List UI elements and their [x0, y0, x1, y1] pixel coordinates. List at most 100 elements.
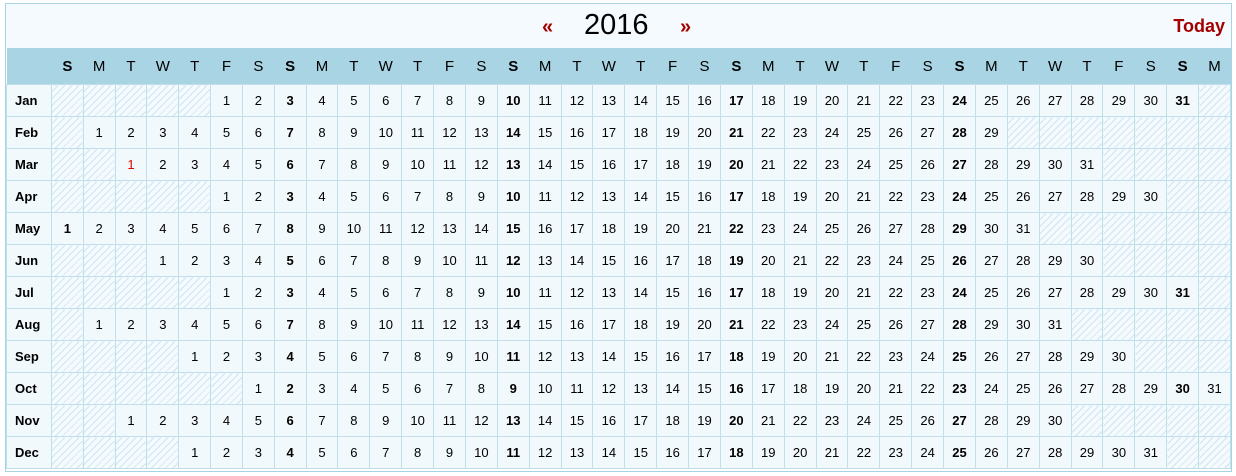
day-cell[interactable]: 12: [401, 212, 435, 245]
day-cell[interactable]: 30: [974, 212, 1008, 245]
day-cell[interactable]: 17: [592, 308, 626, 341]
day-cell[interactable]: 8: [305, 116, 339, 149]
day-cell[interactable]: 26: [911, 404, 945, 437]
day-cell[interactable]: 9: [464, 276, 498, 309]
day-cell[interactable]: 2: [241, 84, 275, 117]
day-cell[interactable]: 11: [464, 244, 498, 277]
day-cell[interactable]: 28: [1102, 372, 1136, 405]
day-cell[interactable]: 2: [146, 148, 180, 181]
day-cell[interactable]: 12: [528, 340, 562, 373]
day-cell[interactable]: 11: [369, 212, 403, 245]
day-cell[interactable]: 11: [528, 276, 562, 309]
day-cell[interactable]: 1: [178, 436, 212, 469]
day-cell[interactable]: 6: [337, 340, 371, 373]
day-cell[interactable]: 12: [528, 436, 562, 469]
day-cell[interactable]: 9: [337, 308, 371, 341]
day-cell[interactable]: 20: [847, 372, 881, 405]
day-cell[interactable]: 20: [783, 436, 817, 469]
day-cell[interactable]: 16: [688, 180, 721, 213]
day-cell[interactable]: 22: [783, 404, 817, 437]
day-cell[interactable]: 16: [560, 308, 594, 341]
day-cell[interactable]: 23: [911, 276, 945, 309]
day-cell[interactable]: 16: [688, 84, 721, 117]
day-cell[interactable]: 21: [847, 180, 881, 213]
day-cell[interactable]: 21: [847, 84, 881, 117]
day-cell[interactable]: 31: [1198, 372, 1231, 405]
day-cell[interactable]: 24: [911, 340, 945, 373]
day-cell[interactable]: 29: [1006, 404, 1040, 437]
day-cell[interactable]: 15: [528, 308, 562, 341]
day-cell[interactable]: 5: [241, 148, 275, 181]
day-cell[interactable]: 3: [178, 148, 212, 181]
day-cell[interactable]: 24: [943, 180, 976, 213]
day-cell[interactable]: 3: [241, 340, 275, 373]
day-cell[interactable]: 31: [1006, 212, 1040, 245]
day-cell[interactable]: 18: [751, 180, 785, 213]
day-cell[interactable]: 6: [305, 244, 339, 277]
day-cell[interactable]: 1: [82, 308, 116, 341]
day-cell[interactable]: 4: [241, 244, 275, 277]
day-cell[interactable]: 25: [974, 84, 1008, 117]
day-cell[interactable]: 11: [560, 372, 594, 405]
day-cell[interactable]: 26: [1006, 180, 1040, 213]
day-cell[interactable]: 15: [688, 372, 721, 405]
day-cell[interactable]: 29: [1102, 84, 1136, 117]
day-cell[interactable]: 2: [82, 212, 116, 245]
day-cell[interactable]: 9: [464, 84, 498, 117]
day-cell[interactable]: 19: [783, 180, 817, 213]
day-cell[interactable]: 20: [783, 340, 817, 373]
day-cell[interactable]: 18: [783, 372, 817, 405]
day-cell[interactable]: 17: [719, 84, 753, 117]
day-cell[interactable]: 26: [879, 116, 913, 149]
day-cell[interactable]: 6: [210, 212, 243, 245]
day-cell[interactable]: 24: [847, 404, 881, 437]
day-cell[interactable]: 9: [305, 212, 339, 245]
day-cell[interactable]: 20: [751, 244, 785, 277]
day-cell[interactable]: 7: [273, 308, 307, 341]
day-cell[interactable]: 16: [624, 244, 658, 277]
day-cell[interactable]: 8: [369, 244, 403, 277]
day-cell[interactable]: 24: [943, 84, 976, 117]
day-cell[interactable]: 2: [178, 244, 212, 277]
day-cell[interactable]: 11: [528, 180, 562, 213]
day-cell[interactable]: 1: [114, 148, 148, 181]
day-cell[interactable]: 4: [273, 340, 307, 373]
day-cell[interactable]: 28: [1038, 436, 1072, 469]
day-cell[interactable]: 7: [273, 116, 307, 149]
day-cell[interactable]: 5: [337, 180, 371, 213]
day-cell[interactable]: 2: [114, 116, 148, 149]
day-cell[interactable]: 4: [178, 308, 212, 341]
day-cell[interactable]: 12: [464, 148, 498, 181]
day-cell[interactable]: 11: [401, 116, 435, 149]
next-year-button[interactable]: »: [680, 16, 692, 38]
day-cell[interactable]: 26: [879, 308, 913, 341]
day-cell[interactable]: 14: [656, 372, 690, 405]
day-cell[interactable]: 13: [496, 148, 530, 181]
prev-year-button[interactable]: «: [542, 16, 554, 38]
day-cell[interactable]: 3: [146, 308, 180, 341]
day-cell[interactable]: 5: [305, 340, 339, 373]
day-cell[interactable]: 7: [401, 180, 435, 213]
day-cell[interactable]: 23: [879, 340, 913, 373]
day-cell[interactable]: 6: [401, 372, 435, 405]
day-cell[interactable]: 31: [1166, 276, 1200, 309]
day-cell[interactable]: 19: [688, 404, 721, 437]
day-cell[interactable]: 23: [815, 404, 849, 437]
day-cell[interactable]: 14: [528, 404, 562, 437]
day-cell[interactable]: 1: [210, 276, 243, 309]
day-cell[interactable]: 28: [974, 148, 1008, 181]
day-cell[interactable]: 14: [560, 244, 594, 277]
day-cell[interactable]: 3: [146, 116, 180, 149]
day-cell[interactable]: 27: [943, 148, 976, 181]
day-cell[interactable]: 3: [241, 436, 275, 469]
day-cell[interactable]: 26: [1006, 84, 1040, 117]
day-cell[interactable]: 9: [433, 340, 466, 373]
day-cell[interactable]: 17: [592, 116, 626, 149]
day-cell[interactable]: 8: [401, 340, 435, 373]
day-cell[interactable]: 1: [178, 340, 212, 373]
day-cell[interactable]: 17: [624, 148, 658, 181]
day-cell[interactable]: 8: [464, 372, 498, 405]
day-cell[interactable]: 1: [210, 180, 243, 213]
day-cell[interactable]: 10: [401, 404, 435, 437]
day-cell[interactable]: 28: [974, 404, 1008, 437]
